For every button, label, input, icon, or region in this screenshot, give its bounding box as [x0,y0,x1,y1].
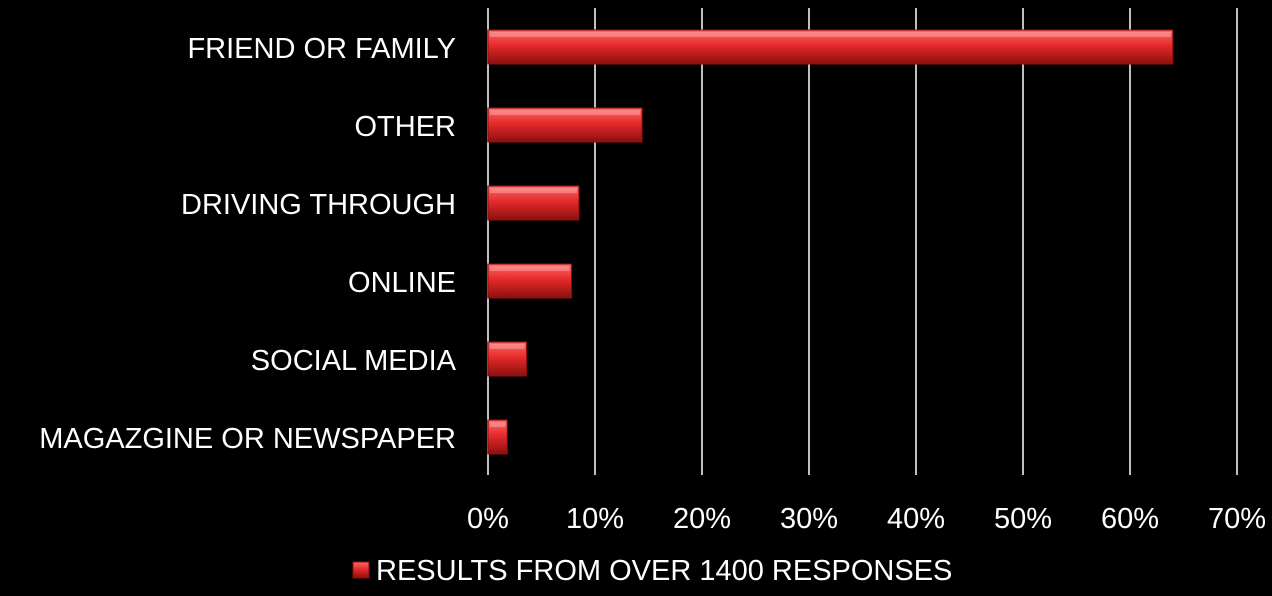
x-tick-label: 50% [994,503,1052,535]
bar-body [487,341,528,377]
bar-body [487,419,508,455]
bar-highlight [490,188,577,193]
bar-body [487,263,572,299]
category-label: DRIVING THROUGH [181,189,456,221]
bars [487,29,1174,455]
bar [487,341,528,377]
legend: RESULTS FROM OVER 1400 RESPONSES [352,555,952,587]
legend-swatch [352,561,370,579]
category-labels: FRIEND OR FAMILY OTHER DRIVING THROUGH ONLI… [39,33,456,455]
bar [487,185,580,221]
bar-body [487,107,643,143]
bar [487,107,643,143]
x-tick-label: 10% [566,503,624,535]
x-tick-label: 40% [887,503,945,535]
x-tick-label: 20% [673,503,731,535]
category-label: MAGAZGINE OR NEWSPAPER [39,423,456,455]
bar-highlight [490,32,1171,37]
bar-highlight [490,266,570,271]
bar-highlight [490,110,641,115]
x-tick-label: 70% [1208,503,1266,535]
bar-highlight [490,422,506,427]
category-label: FRIEND OR FAMILY [187,33,456,65]
category-label: ONLINE [348,267,456,299]
x-tick-label: 30% [780,503,838,535]
x-tick-labels: 0% 10% 20% 30% 40% 50% 60% 70% [467,503,1266,535]
bar-body [487,185,580,221]
bar-body [487,29,1174,65]
category-label: OTHER [355,111,457,143]
grid-lines [487,8,1238,475]
bar [487,29,1174,65]
bar-highlight [490,344,525,349]
bar [487,419,508,455]
x-tick-label: 60% [1101,503,1159,535]
x-tick-label: 0% [467,503,509,535]
category-label: SOCIAL MEDIA [251,345,457,377]
bar [487,263,572,299]
legend-label: RESULTS FROM OVER 1400 RESPONSES [376,555,952,587]
